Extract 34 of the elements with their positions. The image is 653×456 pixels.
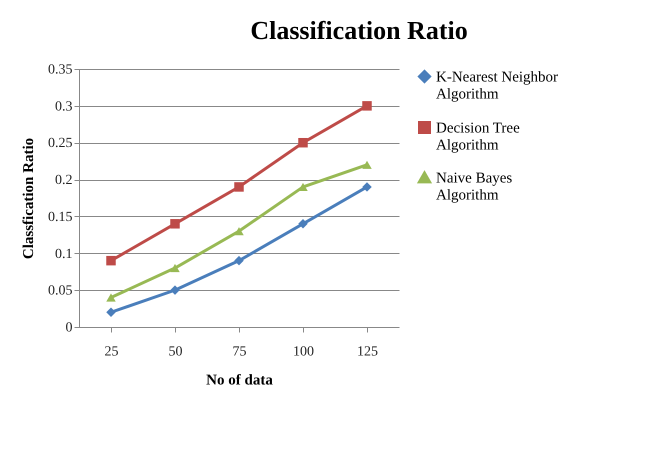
point [298, 182, 308, 192]
legend-label: Decision Tree Algorithm [436, 120, 520, 154]
point [106, 256, 116, 266]
x-tick-label: 125 [357, 344, 378, 360]
x-tick-label: 25 [104, 344, 118, 360]
point [234, 256, 244, 266]
x-axis-title: No of data [206, 372, 274, 388]
chart-title: Classification Ratio [250, 16, 468, 45]
x-tick-label: 50 [168, 344, 182, 360]
point [298, 138, 308, 148]
x-tick-label: 100 [293, 344, 314, 360]
point [106, 293, 116, 302]
point [170, 219, 180, 229]
point [170, 264, 180, 272]
y-tick-label: 0.2 [55, 173, 72, 188]
y-tick-label: 0.15 [48, 210, 72, 225]
point [234, 182, 244, 192]
y-tick-label: 0.35 [48, 62, 72, 78]
point [362, 160, 372, 169]
point [170, 285, 180, 295]
point [362, 182, 372, 192]
y-tick-label: 0.1 [55, 246, 72, 262]
point [298, 219, 308, 229]
y-tick-label: 0.3 [55, 99, 72, 114]
y-tick-label: 0.05 [48, 284, 72, 299]
y-tick-label: 0.25 [48, 136, 72, 152]
y-axis-title: Classfication Ratio [21, 138, 37, 260]
point [362, 101, 372, 111]
x-tick-label: 75 [232, 344, 246, 360]
point [234, 227, 244, 236]
y-tick-label: 0 [66, 320, 72, 336]
legend-label: K-Nearest Neighbor Algorithm [436, 70, 558, 102]
point [106, 308, 116, 317]
legend-label: Naive Bayes Algorithm [436, 170, 512, 204]
